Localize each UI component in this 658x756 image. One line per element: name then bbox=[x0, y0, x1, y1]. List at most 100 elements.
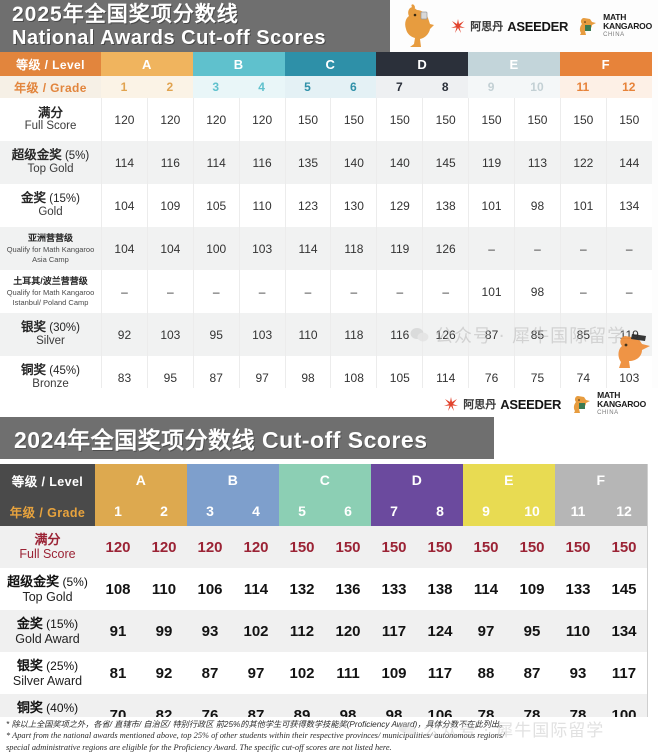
aseeder-logo: 阿思丹 ASEEDER bbox=[450, 18, 568, 34]
aseeder-mark-icon bbox=[451, 19, 466, 33]
score-cell: 130 bbox=[330, 184, 377, 227]
award-label-en: Silver Award bbox=[12, 673, 83, 688]
score-cell: 97 bbox=[463, 610, 509, 652]
mk-line1-2024: MATH bbox=[597, 389, 621, 400]
grade-header-5: 5 bbox=[279, 496, 325, 526]
score-cell: 116 bbox=[146, 141, 193, 184]
aseeder-label-en: ASEEDER bbox=[507, 18, 569, 34]
mk-line2-2024: KANGAROO bbox=[597, 398, 646, 409]
table-row: 超级金奖 (5%) Top Gold 114 116 114 116 135 140 140 14… bbox=[0, 141, 652, 184]
score-cell: 150 bbox=[514, 98, 560, 141]
grade-header-2: 2 bbox=[146, 76, 193, 98]
award-label-en: Gold bbox=[38, 206, 63, 218]
score-cell: 150 bbox=[376, 98, 423, 141]
grade-header-8: 8 bbox=[422, 76, 469, 98]
aseeder-mark-icon bbox=[444, 397, 459, 411]
table-row: 亚洲营营级 Qualify for Math Kangaroo Asia Camp… bbox=[0, 227, 652, 270]
score-cell: 150 bbox=[279, 526, 325, 568]
score-cell: 138 bbox=[422, 184, 469, 227]
score-cell: 119 bbox=[468, 141, 515, 184]
score-cell: 120 bbox=[146, 98, 193, 141]
score-cell: 150 bbox=[330, 98, 377, 141]
score-cell: 88 bbox=[463, 652, 509, 694]
score-cell: 87 bbox=[187, 652, 233, 694]
score-cell: 110 bbox=[238, 184, 285, 227]
banner-2025: 2025年全国奖项分数线 National Awards Cut-off Sco… bbox=[0, 0, 390, 52]
math-kangaroo-text: MATH KANGAROO CHINA bbox=[603, 11, 652, 40]
score-cell: 91 bbox=[95, 610, 141, 652]
score-cell: 150 bbox=[325, 526, 371, 568]
score-cell: 120 bbox=[192, 98, 239, 141]
score-cell: 103 bbox=[238, 313, 285, 356]
score-cell: 136 bbox=[325, 568, 371, 610]
table-row: 超级金奖 (5%) Top Gold 108 110 106 114 132 136 133 13… bbox=[0, 568, 647, 610]
score-cell: 150 bbox=[559, 98, 606, 141]
award-label-zh: 土耳其/波兰营营级 bbox=[13, 276, 88, 286]
award-percent: (15%) bbox=[46, 193, 80, 205]
level-group-E: E bbox=[463, 464, 555, 496]
banner-2024: 2024年全国奖项分数线 Cut-off Scores bbox=[0, 417, 494, 459]
score-cell: 140 bbox=[330, 141, 377, 184]
award-label: 银奖 (30%) Silver bbox=[0, 313, 101, 356]
grade-header-label: 年级 / Grade bbox=[0, 76, 101, 98]
score-cell: 150 bbox=[417, 526, 463, 568]
score-cell: 87 bbox=[468, 313, 515, 356]
award-label-zh: 满分 bbox=[34, 532, 61, 547]
footnote-en-line1: * Apart from the national awards mention… bbox=[6, 731, 505, 740]
aseeder-label-zh: 阿思丹 bbox=[470, 21, 504, 33]
banner-2025-title-zh: 2025年全国奖项分数线 bbox=[12, 2, 239, 26]
score-cell: 114 bbox=[233, 568, 279, 610]
award-label: 超级金奖 (5%) Top Gold bbox=[0, 568, 95, 610]
level-group-C: C bbox=[279, 464, 371, 496]
mk-line2: KANGAROO bbox=[603, 20, 652, 31]
award-label-en: Full Score bbox=[24, 119, 77, 132]
mk-line1: MATH bbox=[603, 11, 627, 22]
grade-header-9: 9 bbox=[468, 76, 515, 98]
table-row: 银奖 (30%) Silver 92 103 95 103 110 118 116 126 87 85… bbox=[0, 313, 652, 356]
score-cell: 110 bbox=[555, 610, 601, 652]
score-cell: 120 bbox=[325, 610, 371, 652]
grade-header-8: 8 bbox=[417, 496, 463, 526]
score-cell: 114 bbox=[101, 141, 147, 184]
banner-2024-title: 2024年全国奖项分数线 Cut-off Scores bbox=[14, 427, 428, 453]
award-label-en: Qualify for Math Kangaroo Istanbul/ Pola… bbox=[6, 288, 95, 307]
score-cell: 122 bbox=[559, 141, 606, 184]
level-group-B: B bbox=[192, 52, 285, 76]
score-cell: 106 bbox=[187, 568, 233, 610]
award-label: 土耳其/波兰营营级 Qualify for Math Kangaroo Istan… bbox=[0, 270, 101, 313]
score-cell: 117 bbox=[371, 610, 417, 652]
grade-header-row: 年级 / Grade 1 2 3 4 5 6 7 8 9 10 11 12 bbox=[0, 496, 647, 526]
level-group-D: D bbox=[371, 464, 463, 496]
award-percent: (40%) bbox=[42, 700, 79, 715]
score-cell: 99 bbox=[141, 610, 187, 652]
level-group-F: F bbox=[559, 52, 652, 76]
table-row: 满分 Full Score 120 120 120 120 150 150 150 150 150 1… bbox=[0, 526, 647, 568]
logo-group-2025: 阿思丹 ASEEDER MATH KANGAROO CHINA bbox=[401, 2, 652, 50]
award-label-zh: 金奖 (15%) bbox=[21, 191, 80, 206]
score-cell: – bbox=[468, 227, 515, 270]
grade-header-6: 6 bbox=[330, 76, 377, 98]
award-label-en: Full Score bbox=[19, 547, 76, 561]
footnote-zh: * 除以上全国奖项之外，各省/ 直辖市/ 自治区/ 特别行政区 前25%的其他学… bbox=[6, 719, 508, 729]
score-cell: 150 bbox=[555, 526, 601, 568]
section-2024: 阿思丹 ASEEDER MATH KANGAROO CHINA 2024年全国奖… bbox=[0, 388, 658, 756]
score-cell: 93 bbox=[187, 610, 233, 652]
score-cell: 112 bbox=[279, 610, 325, 652]
math-kangaroo-mascot-icon bbox=[573, 396, 591, 413]
grade-header-2: 2 bbox=[141, 496, 187, 526]
score-cell: 87 bbox=[509, 652, 555, 694]
award-label-en: Gold Award bbox=[15, 631, 80, 646]
grade-header-10: 10 bbox=[509, 496, 555, 526]
score-cell: 117 bbox=[417, 652, 463, 694]
table-row: 满分 Full Score 120 120 120 120 150 150 150 150 150 1… bbox=[0, 98, 652, 141]
score-cell: 109 bbox=[509, 568, 555, 610]
score-cell: 145 bbox=[601, 568, 647, 610]
level-group-F: F bbox=[555, 464, 647, 496]
score-cell: 104 bbox=[101, 227, 147, 270]
award-label: 银奖 (25%) Silver Award bbox=[0, 652, 95, 694]
grade-header-12: 12 bbox=[601, 496, 647, 526]
table-row: 金奖 (15%) Gold Award 91 99 93 102 112 120 117 124 9… bbox=[0, 610, 647, 652]
score-cell: 114 bbox=[192, 141, 239, 184]
score-cell: 95 bbox=[509, 610, 555, 652]
award-label-en: Top Gold bbox=[27, 163, 74, 175]
